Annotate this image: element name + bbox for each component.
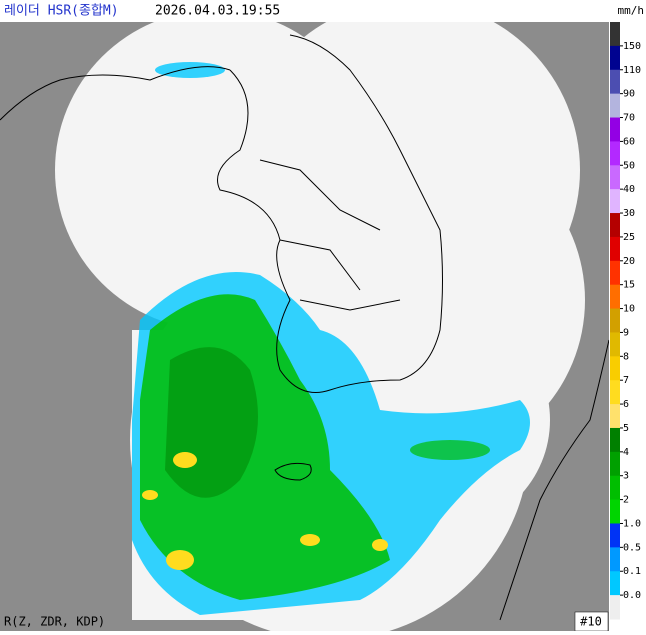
legend-label: 1.0 (623, 518, 641, 529)
legend-swatch (610, 427, 620, 453)
legend-swatch (610, 117, 620, 142)
legend-swatch (610, 45, 620, 71)
legend-swatch (610, 356, 620, 381)
legend-label: 9 (623, 327, 629, 338)
legend-swatch (610, 523, 620, 548)
legend-label: 15 (623, 280, 635, 291)
legend-label: 20 (623, 256, 635, 267)
legend-swatch (610, 141, 620, 166)
legend-label: 150 (623, 41, 641, 52)
legend-swatch (610, 69, 620, 95)
legend-label: 5 (623, 423, 629, 434)
legend-label: 6 (623, 399, 629, 410)
legend-swatch (610, 404, 620, 429)
legend-label: 2 (623, 495, 629, 506)
timestamp: 2026.04.03.19:55 (155, 4, 280, 19)
legend-swatch (610, 284, 620, 310)
legend-swatch (610, 380, 620, 405)
legend-swatch (610, 308, 620, 333)
legend-swatch (610, 260, 620, 286)
frame-label: #10 (580, 615, 602, 629)
legend-label: 40 (623, 184, 635, 195)
legend-swatch (610, 595, 620, 620)
legend-label: 0.1 (623, 566, 641, 577)
legend-label: 8 (623, 351, 629, 362)
legend-label: 0.5 (623, 542, 641, 553)
legend-label: 50 (623, 160, 635, 171)
legend-label: 25 (623, 232, 635, 243)
legend-label: 3 (623, 471, 629, 482)
legend-swatch (610, 332, 620, 357)
legend-swatch (610, 165, 620, 190)
legend-label: 7 (623, 375, 629, 386)
legend-swatch (610, 475, 620, 501)
legend-label: 90 (623, 89, 635, 100)
method-label: R(Z, ZDR, KDP) (4, 615, 105, 629)
radar-coverage (55, 22, 585, 631)
legend-swatch (610, 499, 620, 524)
legend-swatch (610, 213, 620, 238)
legend-swatch (610, 93, 620, 119)
legend-swatch (610, 547, 620, 572)
legend-swatch (610, 571, 620, 596)
legend-label: 70 (623, 113, 635, 124)
legend-swatch (610, 22, 620, 47)
legend-label: 4 (623, 447, 629, 458)
unit-label: mm/h (618, 4, 645, 17)
coastline (0, 34, 609, 621)
legend-label: 30 (623, 208, 635, 219)
legend-swatch (610, 451, 620, 477)
legend-label: 60 (623, 136, 635, 147)
title: 레이더 HSR(종합M) (4, 4, 119, 19)
legend-label: 0.0 (623, 590, 641, 601)
legend-swatch (610, 236, 620, 262)
legend-label: 10 (623, 304, 635, 315)
legend-label: 110 (623, 65, 641, 76)
legend: 150 110 90 70 60 50 40 30 25 20 15 10 9 8 7 6 5 4 3 2 1.0 0.5… (610, 22, 641, 620)
legend-swatch (610, 189, 620, 214)
